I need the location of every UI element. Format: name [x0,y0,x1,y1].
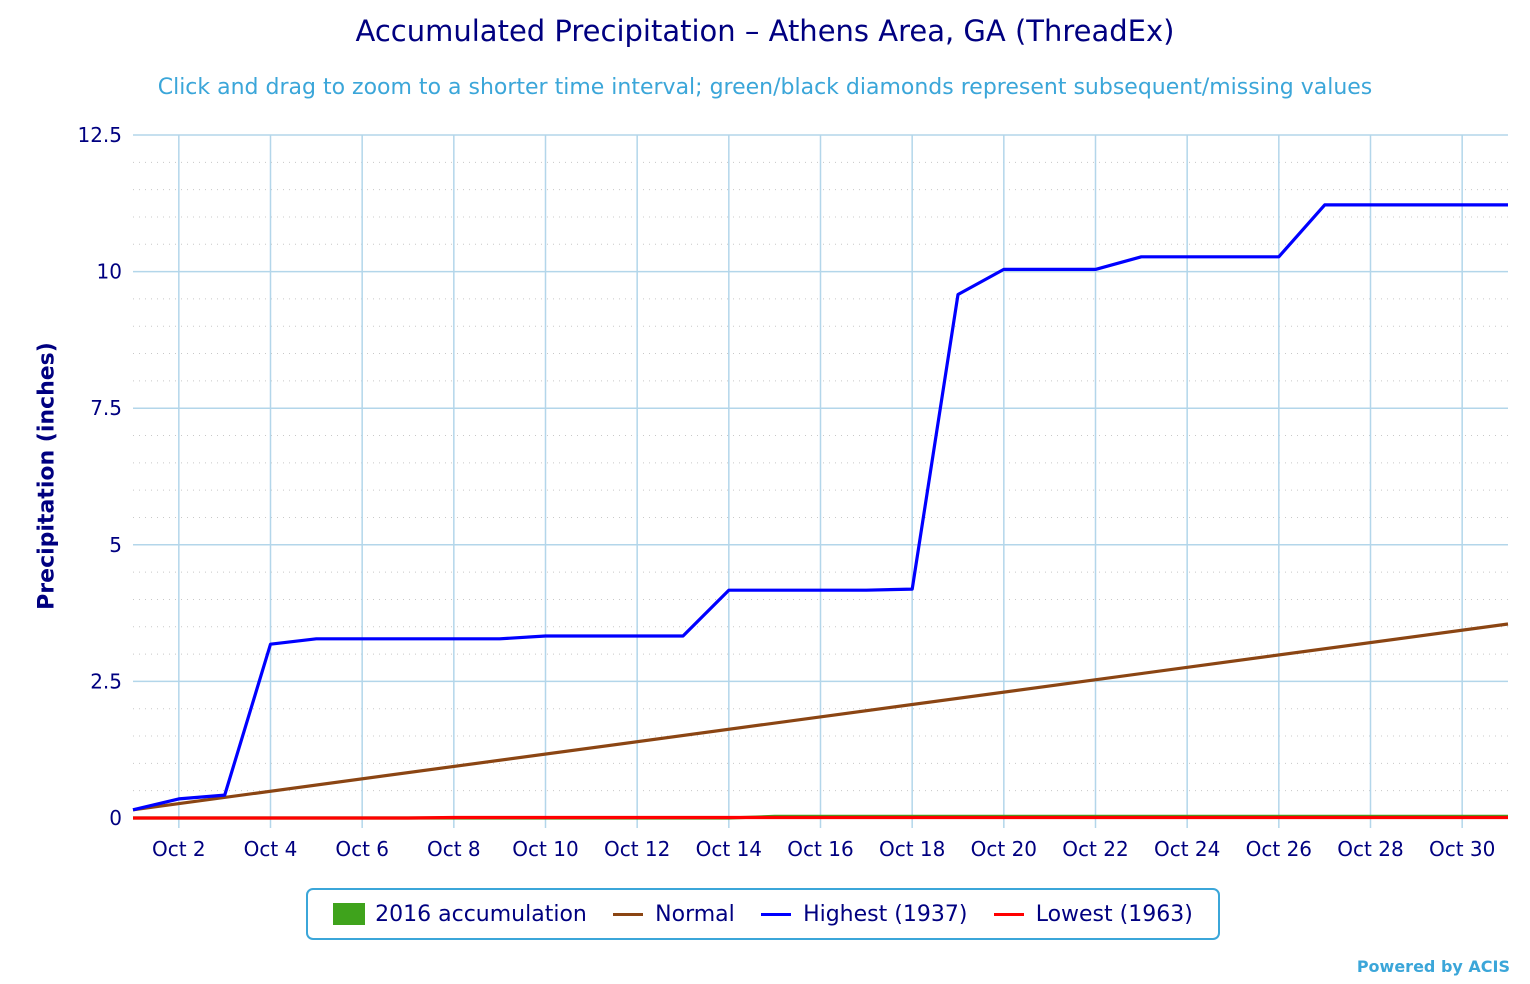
x-tick-label: Oct 12 [604,837,670,861]
y-tick-label: 10 [97,260,122,284]
credits-link[interactable]: Powered by ACIS [1356,957,1510,976]
chart-subtitle: Click and drag to zoom to a shorter time… [157,75,1373,100]
legend-swatch-highest [761,912,792,916]
series-lines [132,203,1509,820]
series-line-2 [132,203,1508,812]
legend-label-normal: Normal [655,901,735,927]
legend-item-highest[interactable]: Highest (1937) [761,902,967,927]
axes: 0 2.5 5 7.5 10 12.5 Oct 2 Oct 4 Oct 6 Oct 8 Oct 10… [77,123,1508,861]
x-tick-label: Oct 24 [1154,837,1220,861]
x-tick-label: Oct 2 [152,837,206,861]
x-tick-label: Oct 22 [1062,837,1128,861]
legend: 2016 accumulation Normal Highest (1937) … [306,888,1220,940]
y-tick-label: 5 [109,533,122,557]
x-tick-label: Oct 26 [1246,837,1312,861]
chart-title: Accumulated Precipitation – Athens Area,… [355,14,1175,48]
x-tick-label: Oct 6 [335,837,389,861]
y-tick-label: 0 [109,806,122,830]
y-tick-label: 2.5 [90,669,122,693]
x-tick-label: Oct 10 [512,837,578,861]
series-line-3 [133,815,1508,820]
x-tick-label: Oct 16 [787,837,853,861]
legend-swatch-2016 [333,903,366,925]
series-line-1 [132,622,1509,812]
x-tick-label: Oct 8 [427,837,481,861]
y-tick-label: 12.5 [77,123,122,147]
x-tick-label: Oct 18 [879,837,945,861]
y-tick-label: 7.5 [90,396,122,420]
y-axis-label: Precipitation (inches) [34,342,60,610]
legend-label-lowest: Lowest (1963) [1035,901,1193,927]
legend-swatch-lowest [993,912,1024,916]
grid [133,134,1508,819]
x-tick-label: Oct 14 [696,837,762,861]
legend-item-lowest[interactable]: Lowest (1963) [993,901,1193,927]
x-tick-label: Oct 30 [1429,837,1495,861]
legend-label-2016: 2016 accumulation [375,901,587,927]
x-tick-label: Oct 4 [244,837,298,861]
x-tick-label: Oct 28 [1337,837,1403,861]
legend-item-normal[interactable]: Normal [613,902,735,927]
legend-label-highest: Highest (1937) [803,901,968,927]
legend-swatch-normal [613,912,644,916]
x-tick-label: Oct 20 [971,837,1037,861]
legend-item-2016[interactable]: 2016 accumulation [333,902,587,927]
